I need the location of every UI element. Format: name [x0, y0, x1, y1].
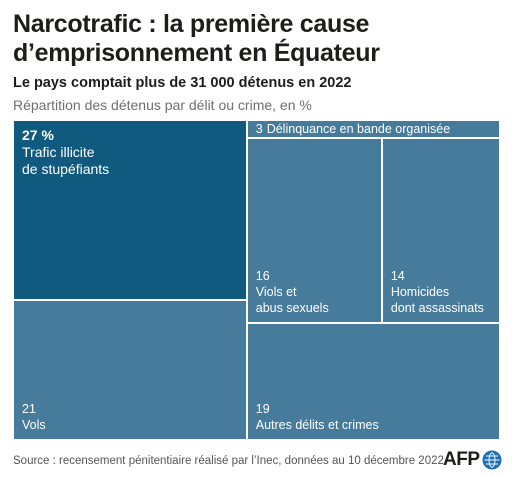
tile-trafic: 27 % Trafic illicite de stupéfiants — [13, 120, 247, 300]
tile-homicides: 14 Homicides dont assassinats — [381, 138, 500, 324]
tile-value: 16 — [255, 269, 270, 284]
tile-label: Vols — [22, 418, 46, 432]
tile-value: 14 — [390, 269, 405, 284]
tile-label: Homicides dont assassinats — [390, 285, 484, 316]
tile-vols: 21 Vols — [13, 300, 247, 440]
source-note: Source : recensement pénitentiaire réali… — [13, 455, 444, 467]
globe-icon — [482, 450, 501, 470]
tile-viols: 16 Viols et abus sexuels — [246, 138, 382, 324]
afp-logo: AFP — [443, 449, 502, 471]
tile-value: 3 — [255, 122, 263, 137]
tile-delinquance: 3 Délinquance en bande organisée — [246, 120, 500, 139]
chart-title: Narcotrafic : la première cause d’empris… — [13, 10, 380, 67]
tile-autres: 19 Autres délits et crimes — [246, 323, 500, 440]
tile-value: 21 — [22, 402, 36, 416]
chart-description: Répartition des détenus par délit ou cri… — [13, 97, 312, 113]
afp-logo-text: AFP — [443, 449, 480, 470]
tile-label: Délinquance en bande organisée — [266, 122, 451, 137]
tile-value: 19 — [255, 401, 270, 416]
tile-label: Viols et abus sexuels — [255, 285, 329, 316]
tile-value: 27 % — [22, 127, 54, 143]
tile-label: Trafic illicite de stupéfiants — [22, 144, 110, 177]
treemap: 27 % Trafic illicite de stupéfiants 21 V… — [13, 120, 500, 440]
chart-subtitle: Le pays comptait plus de 31 000 détenus … — [13, 75, 352, 91]
tile-label: Autres délits et crimes — [255, 417, 379, 432]
